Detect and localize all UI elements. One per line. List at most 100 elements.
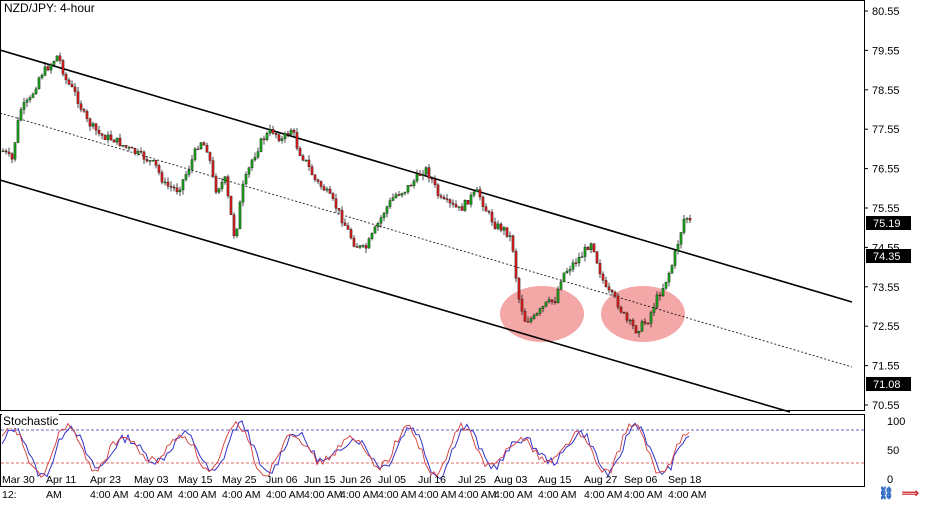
candle-body bbox=[466, 199, 470, 205]
x-date-label: Sep 06 bbox=[624, 474, 657, 486]
candle-body bbox=[256, 151, 260, 158]
candle-body bbox=[631, 319, 635, 327]
candle-body bbox=[322, 186, 326, 191]
candle-body bbox=[349, 229, 353, 239]
candle-body bbox=[598, 263, 602, 275]
candle-body bbox=[208, 152, 212, 161]
candle-body bbox=[595, 251, 599, 264]
candle-body bbox=[238, 201, 242, 230]
candle-body bbox=[127, 147, 131, 149]
candle-body bbox=[613, 291, 617, 297]
candle-body bbox=[610, 289, 614, 293]
candle-body bbox=[226, 176, 230, 197]
candle-body bbox=[22, 102, 26, 110]
candle-body bbox=[379, 217, 383, 224]
candle-body bbox=[682, 218, 686, 233]
candle-body bbox=[16, 120, 20, 143]
candle-body bbox=[247, 167, 251, 175]
candle-body bbox=[163, 181, 167, 184]
stochastic-tick-label: 0 bbox=[887, 474, 893, 486]
price-tick-label: 75.55 bbox=[872, 203, 900, 215]
candle-body bbox=[19, 109, 23, 121]
candle-body bbox=[382, 213, 386, 218]
candle-body bbox=[553, 301, 557, 303]
candle-body bbox=[568, 269, 572, 272]
candle-body bbox=[640, 321, 644, 332]
x-date-label: May 15 bbox=[178, 474, 213, 486]
channel-mid-line bbox=[0, 112, 853, 368]
price-tick-label: 70.55 bbox=[872, 400, 900, 412]
candle-body bbox=[583, 247, 587, 257]
candle-body bbox=[508, 235, 512, 237]
candle-body bbox=[637, 331, 641, 334]
candle-body bbox=[262, 138, 266, 140]
candle-body bbox=[439, 195, 443, 198]
candle-body bbox=[139, 150, 143, 153]
candle-body bbox=[283, 133, 287, 139]
candle-body bbox=[91, 123, 95, 127]
x-date-label: Mar 30 bbox=[2, 474, 35, 486]
candle-body bbox=[649, 312, 653, 324]
stochastic-axis: 100 50 0 bbox=[887, 416, 905, 486]
x-time-label: 4:00 AM bbox=[494, 489, 533, 501]
x-time-label: 4:00 AM bbox=[266, 489, 305, 501]
candlestick-series bbox=[1, 52, 692, 338]
candle-body bbox=[352, 237, 356, 247]
candle-body bbox=[166, 181, 170, 187]
candle-body bbox=[28, 97, 32, 101]
candle-body bbox=[679, 232, 683, 245]
candle-body bbox=[523, 311, 527, 322]
stochastic-main-line bbox=[1, 420, 690, 480]
candle-body bbox=[403, 191, 407, 194]
candle-body bbox=[10, 153, 14, 160]
candle-body bbox=[472, 191, 476, 196]
candle-body bbox=[625, 312, 629, 321]
candle-body bbox=[298, 148, 302, 156]
candle-body bbox=[142, 151, 146, 160]
candle-body bbox=[25, 99, 29, 103]
candle-body bbox=[286, 133, 290, 135]
candle-body bbox=[133, 148, 137, 154]
candle-body bbox=[361, 245, 365, 247]
price-tick-label: 78.55 bbox=[872, 85, 900, 97]
candle-body bbox=[274, 133, 278, 135]
candle-body bbox=[685, 218, 689, 220]
candle-body bbox=[241, 183, 245, 203]
candle-body bbox=[130, 147, 134, 149]
candle-body bbox=[676, 244, 680, 252]
x-date-label: Aug 03 bbox=[494, 474, 527, 486]
candle-body bbox=[589, 243, 593, 251]
link-icon[interactable]: ⛓ bbox=[878, 486, 894, 500]
x-time-label: 4:00 AM bbox=[538, 489, 577, 501]
candle-body bbox=[157, 165, 161, 173]
x-date-label: Apr 11 bbox=[46, 474, 76, 486]
candle-body bbox=[499, 223, 503, 231]
x-time-label: 4:00 AM bbox=[668, 489, 707, 501]
x-date-label: May 25 bbox=[222, 474, 257, 486]
close-icon[interactable]: ⟹ bbox=[901, 486, 919, 500]
candle-body bbox=[475, 189, 479, 193]
x-date-label: Jul 16 bbox=[418, 474, 446, 486]
candle-body bbox=[325, 188, 329, 191]
candle-body bbox=[481, 196, 485, 207]
x-time-label: 4:00 AM bbox=[458, 489, 497, 501]
candle-body bbox=[193, 148, 197, 160]
candle-body bbox=[529, 318, 533, 322]
price-tick-label: 73.55 bbox=[872, 282, 900, 294]
candle-body bbox=[220, 182, 224, 189]
candle-body bbox=[244, 174, 248, 185]
x-time-label: 4:00 AM bbox=[378, 489, 417, 501]
candle-body bbox=[76, 91, 80, 104]
candle-body bbox=[424, 167, 428, 175]
candle-body bbox=[355, 246, 359, 248]
candle-body bbox=[292, 129, 296, 133]
candle-body bbox=[4, 150, 8, 153]
double-bottom-highlight-left bbox=[500, 286, 584, 342]
candle-body bbox=[49, 64, 53, 71]
candle-body bbox=[67, 79, 71, 85]
candle-body bbox=[511, 235, 515, 252]
candle-body bbox=[628, 319, 632, 322]
candle-body bbox=[436, 184, 440, 196]
candle-body bbox=[205, 145, 209, 153]
